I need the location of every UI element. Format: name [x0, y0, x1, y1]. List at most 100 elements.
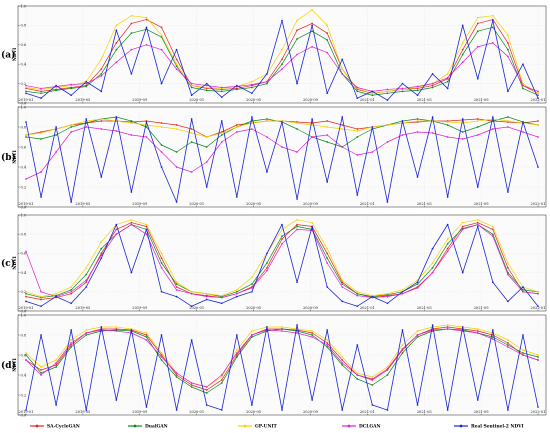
data-point — [341, 409, 344, 411]
data-point — [341, 283, 344, 285]
data-point — [160, 126, 163, 128]
data-point — [491, 42, 494, 44]
panel-label: (b) — [1, 152, 16, 163]
data-point — [461, 326, 464, 328]
data-point — [130, 73, 133, 75]
legend-label: Real Sentinel-2 NDVI — [471, 425, 524, 430]
data-point — [55, 364, 57, 366]
data-point — [175, 166, 178, 168]
panel-label: (d) — [1, 360, 16, 371]
data-point — [311, 336, 313, 338]
data-point — [446, 73, 449, 75]
data-point — [115, 61, 118, 64]
data-point — [356, 344, 359, 346]
data-point — [145, 332, 148, 334]
data-point — [371, 151, 374, 153]
data-point — [507, 48, 509, 51]
data-point — [115, 399, 118, 401]
data-point — [401, 348, 404, 350]
data-point — [537, 305, 539, 308]
data-point — [507, 262, 509, 264]
data-point — [281, 328, 283, 330]
data-point — [476, 218, 479, 221]
data-point — [507, 191, 509, 193]
data-point — [461, 48, 464, 51]
data-point — [100, 241, 103, 243]
data-point — [160, 354, 163, 356]
data-point — [160, 144, 163, 146]
data-point — [386, 292, 389, 295]
data-point — [266, 136, 268, 138]
data-point — [386, 366, 389, 368]
data-point — [416, 94, 419, 97]
data-point — [205, 295, 208, 298]
data-point — [70, 346, 73, 348]
data-point — [446, 87, 449, 90]
data-point — [70, 342, 73, 344]
data-point — [296, 82, 298, 85]
x-tick-label: 2021-01 — [360, 410, 375, 414]
data-point — [266, 326, 268, 328]
data-point — [175, 201, 178, 203]
data-point — [130, 134, 133, 136]
data-point — [40, 171, 42, 173]
data-point — [341, 146, 344, 148]
x-tick-label: 2020-05 — [246, 202, 262, 206]
data-point — [446, 238, 449, 240]
data-point — [190, 384, 193, 386]
data-point — [190, 382, 193, 384]
data-point — [476, 30, 479, 33]
data-point — [416, 283, 419, 285]
data-point — [401, 292, 404, 295]
data-point — [40, 90, 42, 93]
data-point — [175, 372, 178, 374]
data-point — [311, 221, 313, 224]
data-point — [85, 118, 88, 120]
data-point — [522, 63, 524, 66]
data-point — [507, 34, 509, 36]
data-point — [522, 290, 524, 293]
data-point — [266, 252, 268, 255]
data-point — [281, 223, 283, 226]
data-point — [205, 136, 208, 138]
data-point — [446, 76, 449, 79]
data-point — [251, 334, 253, 336]
data-point — [175, 409, 178, 411]
data-point — [235, 289, 238, 291]
y-tick-label: 1.0 — [21, 313, 27, 317]
data-point — [115, 24, 118, 27]
data-point — [55, 292, 57, 295]
data-point — [341, 116, 344, 118]
data-point — [326, 339, 329, 341]
data-point — [160, 257, 163, 260]
data-point — [311, 24, 313, 27]
x-tick-label: 2020-01 — [189, 306, 204, 310]
data-point — [356, 154, 359, 156]
data-point — [115, 48, 118, 51]
data-point — [100, 118, 103, 120]
data-point — [507, 126, 509, 128]
data-point — [266, 80, 268, 83]
data-point — [145, 406, 148, 408]
data-point — [296, 281, 298, 284]
data-point — [507, 42, 509, 44]
data-point — [341, 128, 344, 130]
data-point — [341, 58, 344, 61]
data-point — [537, 97, 539, 99]
data-point — [281, 58, 283, 61]
data-point — [491, 26, 494, 29]
data-point — [311, 332, 313, 334]
data-point — [130, 32, 133, 35]
data-point — [446, 80, 449, 83]
y-tick-label: 0.0 — [21, 413, 27, 417]
data-point — [507, 346, 509, 348]
y-axis-label: NDVI — [12, 256, 18, 270]
data-point — [431, 84, 434, 87]
data-point — [281, 235, 283, 237]
data-point — [431, 86, 434, 89]
data-point — [537, 124, 539, 126]
x-tick-label: 2019-09 — [132, 306, 148, 310]
data-point — [190, 386, 193, 388]
data-point — [386, 90, 389, 93]
data-point — [491, 225, 494, 228]
